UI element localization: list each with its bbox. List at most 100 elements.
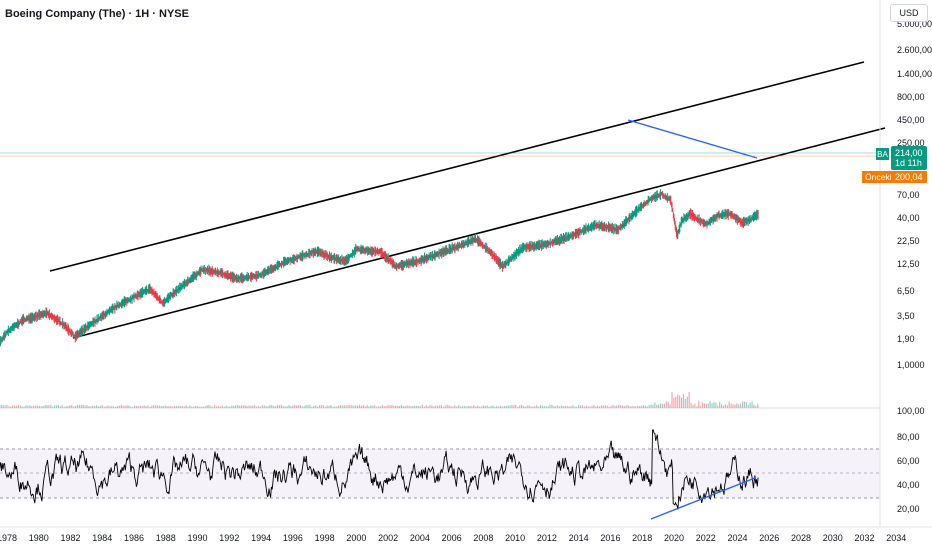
price-axis: 5.000,00 2.600,00 1.400,00 800,00 450,00 250,…	[897, 19, 932, 370]
volume-bar	[381, 405, 383, 408]
volume-bar	[703, 403, 706, 408]
volume-bar	[423, 406, 425, 408]
volume-bar	[208, 405, 210, 408]
volume-bar	[40, 406, 42, 408]
rsi-tick-label: 60,00	[897, 456, 920, 466]
volume-bar	[640, 405, 643, 408]
volume-bar	[606, 405, 608, 408]
volume-bar	[694, 403, 696, 408]
volume-bar	[511, 404, 513, 408]
volume-bar	[221, 405, 223, 408]
currency-selector[interactable]: USD	[890, 4, 928, 22]
volume-bar	[566, 405, 568, 408]
volume-bar	[46, 405, 48, 408]
volume-bar	[639, 405, 641, 408]
volume-bar	[757, 403, 759, 408]
current-price: 214,00	[895, 148, 923, 158]
volume-bar	[593, 404, 595, 408]
volume-bar	[463, 405, 465, 408]
volume-bar	[713, 402, 715, 408]
volume-bar	[347, 405, 349, 408]
volume-bar	[465, 406, 467, 408]
x-tick-label: 2016	[600, 533, 620, 543]
volume-bar	[336, 406, 338, 408]
volume-bar	[8, 406, 10, 408]
volume-bar	[490, 406, 492, 408]
rsi-support-trendline[interactable]	[650, 477, 756, 520]
volume-bar	[50, 404, 52, 408]
price-tick-label: 1,0000	[897, 360, 925, 370]
volume-bar	[486, 405, 488, 408]
volume-bar	[332, 406, 334, 408]
volume-bar	[139, 405, 141, 408]
volume-bar	[4, 405, 6, 408]
volume-bar	[503, 406, 505, 408]
volume-bar	[648, 404, 650, 408]
volume-bar	[631, 405, 633, 408]
volume-bar	[370, 405, 372, 408]
volume-bar	[250, 405, 252, 408]
volume-bar	[202, 406, 204, 408]
volume-bar	[124, 405, 126, 408]
volume-bar	[745, 402, 747, 408]
symbol-label: BA	[877, 150, 888, 159]
volume-bar	[450, 406, 452, 408]
volume-bar	[147, 405, 149, 408]
volume-bar	[143, 405, 145, 408]
volume-bar	[602, 405, 605, 408]
channel-upper-line[interactable]	[49, 61, 865, 272]
x-tick-label: 1986	[124, 533, 144, 543]
resistance-trendline[interactable]	[627, 119, 758, 159]
volume-bar	[385, 406, 387, 408]
volume-bar	[59, 406, 61, 408]
volume-bar	[454, 405, 456, 408]
volume-bar	[305, 405, 307, 408]
volume-bar	[261, 405, 263, 408]
volume-bar	[459, 406, 462, 408]
x-tick-label: 1982	[61, 533, 81, 543]
volume-bar	[17, 404, 19, 408]
volume-bar	[334, 406, 336, 408]
volume-bar	[440, 404, 443, 408]
volume-bar	[271, 405, 273, 408]
volume-bar	[528, 405, 530, 408]
volume-bar	[137, 406, 140, 408]
volume-bar	[44, 405, 46, 408]
volume-bar	[276, 404, 279, 408]
volume-bar	[122, 405, 124, 408]
rsi-tick-label: 20,00	[897, 504, 920, 514]
volume-bar	[353, 405, 355, 408]
volume-bar	[90, 406, 92, 408]
volume-bar	[255, 406, 258, 408]
volume-bar	[482, 405, 484, 408]
price-tick-label: 6,50	[897, 286, 915, 296]
x-tick-label: 2004	[410, 533, 430, 543]
volume-bar	[501, 406, 504, 408]
volume-bar	[509, 405, 511, 408]
volume-bar	[675, 396, 677, 408]
volume-bar	[738, 404, 740, 408]
channel-lower-line[interactable]	[72, 127, 886, 339]
volume-bar	[717, 405, 719, 408]
volume-bar	[707, 403, 709, 408]
volume-bar	[158, 405, 161, 408]
volume-bar	[410, 406, 412, 408]
price-tick-label: 2.600,00	[897, 45, 932, 55]
volume-bar	[608, 406, 610, 408]
volume-bar	[599, 406, 601, 408]
volume-bar	[328, 405, 330, 408]
x-tick-label: 2024	[727, 533, 747, 543]
volume-bar	[684, 398, 686, 408]
volume-bar	[229, 406, 231, 408]
volume-bar	[730, 403, 732, 408]
volume-bar	[355, 405, 357, 408]
volume-bar	[63, 406, 65, 408]
rsi-series	[0, 429, 759, 510]
volume-bar	[498, 406, 500, 408]
volume-bar	[238, 405, 241, 408]
x-tick-label: 2026	[759, 533, 779, 543]
volume-bar	[635, 406, 637, 408]
volume-bar	[705, 403, 707, 408]
volume-bar	[579, 405, 582, 408]
